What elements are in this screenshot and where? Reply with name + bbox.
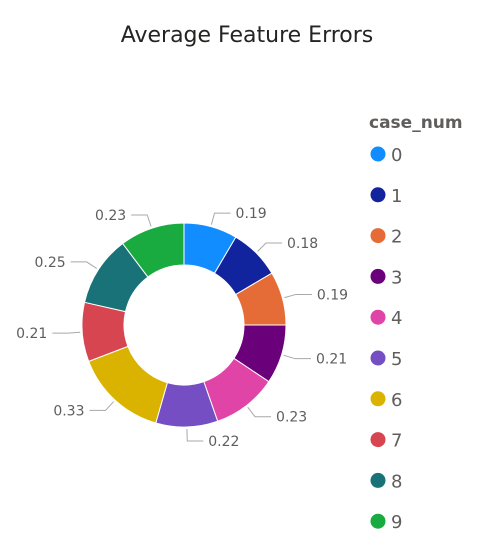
leader-line-1 [257, 242, 283, 252]
legend-label-8[interactable]: 8 [391, 471, 402, 492]
legend-marker-6[interactable] [370, 391, 386, 407]
data-label-7: 0.21 [16, 326, 47, 342]
legend-label-2[interactable]: 2 [391, 227, 402, 248]
legend-label-1[interactable]: 1 [391, 186, 402, 207]
legend-label-4[interactable]: 4 [391, 308, 402, 329]
data-label-0: 0.19 [236, 206, 267, 222]
data-label-6: 0.33 [53, 403, 84, 419]
legend-label-6[interactable]: 6 [391, 390, 402, 411]
leader-line-2 [284, 293, 312, 299]
leader-line-9 [131, 214, 152, 227]
legend-marker-5[interactable] [370, 350, 386, 366]
data-label-3: 0.21 [316, 352, 347, 368]
legend-marker-4[interactable] [370, 309, 386, 325]
leader-line-6 [89, 401, 114, 411]
leader-line-4 [247, 406, 272, 418]
data-labels: 0.19 0.18 0.19 0.21 0.23 0.22 0.33 0.21 0.25 0.23 [16, 206, 348, 450]
legend-label-3[interactable]: 3 [391, 267, 402, 288]
leader-line-8 [70, 261, 97, 269]
legend-marker-2[interactable] [370, 228, 386, 244]
data-label-2: 0.19 [317, 287, 348, 303]
donut-slice-9[interactable] [121, 222, 185, 278]
donut-slice-6[interactable] [88, 345, 169, 424]
legend-label-9[interactable]: 9 [391, 512, 402, 533]
data-label-4: 0.23 [276, 410, 307, 426]
legend-label-7[interactable]: 7 [391, 431, 402, 452]
data-label-9: 0.23 [95, 208, 126, 224]
legend-title: case_num [369, 113, 463, 133]
legend-marker-3[interactable] [370, 268, 386, 284]
legend-label-0[interactable]: 0 [391, 145, 402, 166]
legend-marker-0[interactable] [370, 146, 386, 162]
legend-marker-1[interactable] [370, 187, 386, 203]
leader-line-7 [52, 331, 81, 334]
data-label-1: 0.18 [287, 236, 318, 252]
leader-lines [52, 212, 312, 442]
leader-line-5 [186, 428, 204, 442]
legend-marker-9[interactable] [370, 513, 386, 529]
legend-marker-8[interactable] [370, 472, 386, 488]
donut-slices [81, 222, 287, 428]
leader-line-3 [283, 354, 312, 360]
chart-title: Average Feature Errors [121, 23, 374, 48]
legend-marker-7[interactable] [370, 432, 386, 448]
data-label-5: 0.22 [208, 434, 239, 450]
legend: 0 1 2 3 4 5 6 7 8 9 [370, 145, 402, 533]
leader-line-0 [210, 212, 231, 225]
legend-label-5[interactable]: 5 [391, 349, 402, 370]
data-label-8: 0.25 [34, 255, 65, 271]
